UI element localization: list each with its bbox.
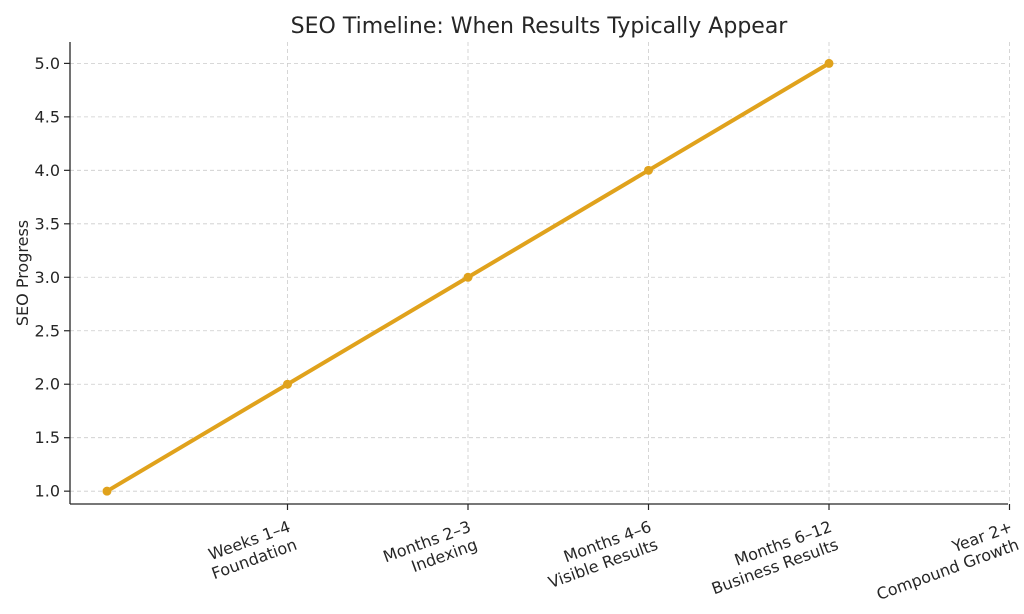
y-tick-label-6: 4.0 — [35, 161, 60, 180]
y-tick-label-0: 1.0 — [35, 482, 60, 501]
y-tick-label-7: 4.5 — [35, 107, 60, 126]
x-tick-label-line: Compound Growth — [874, 535, 1021, 604]
y-tick-label-2: 2.0 — [35, 375, 60, 394]
x-tick-label-2: Months 4–6Visible Results — [539, 517, 660, 592]
y-tick-label-1: 1.5 — [35, 428, 60, 447]
chart-title: SEO Timeline: When Results Typically App… — [291, 14, 789, 39]
x-tick-label-3: Months 6–12Business Results — [702, 517, 840, 598]
x-tick-label-4: Year 2+Compound Growth — [867, 517, 1021, 604]
data-point-1 — [283, 379, 292, 389]
y-tick-label-4: 3.0 — [35, 268, 60, 287]
data-point-0 — [102, 486, 112, 496]
data-point-2 — [463, 272, 473, 282]
y-axis-ticks: 1.0 1.5 2.0 2.5 3.0 3.5 4.0 4.5 5.0 — [35, 54, 70, 501]
y-tick-label-3: 2.5 — [35, 321, 60, 340]
y-axis-label: SEO Progress — [13, 220, 32, 326]
x-tick-label-0: Weeks 1–4Foundation — [202, 517, 299, 583]
data-point-3 — [644, 165, 653, 175]
x-axis-ticks: Weeks 1–4Foundation Months 2–3Indexing Mon… — [202, 504, 1021, 604]
grid-lines — [70, 42, 1010, 504]
x-tick-label-1: Months 2–3Indexing — [380, 517, 479, 584]
y-tick-label-8: 5.0 — [35, 54, 60, 73]
data-point-4 — [824, 58, 834, 68]
y-tick-label-5: 3.5 — [35, 214, 60, 233]
series-layer — [102, 58, 834, 496]
axes-spines — [69, 42, 1008, 505]
